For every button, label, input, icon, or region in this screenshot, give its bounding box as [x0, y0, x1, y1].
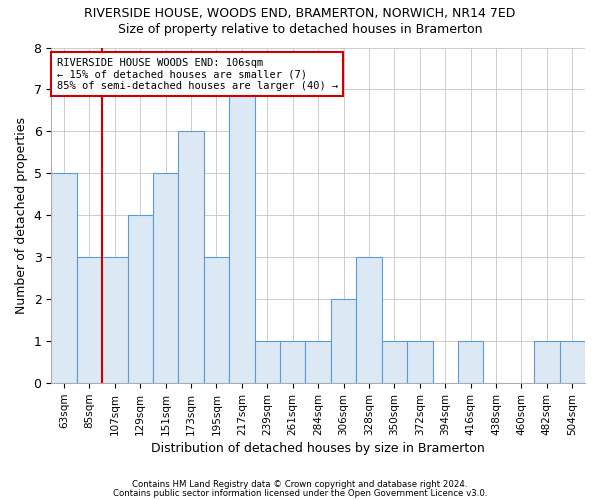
- Bar: [102, 258, 128, 383]
- Text: RIVERSIDE HOUSE, WOODS END, BRAMERTON, NORWICH, NR14 7ED: RIVERSIDE HOUSE, WOODS END, BRAMERTON, N…: [85, 8, 515, 20]
- Bar: [534, 341, 560, 383]
- Bar: [280, 341, 305, 383]
- Bar: [77, 258, 102, 383]
- Bar: [128, 216, 153, 383]
- Bar: [254, 341, 280, 383]
- Bar: [305, 341, 331, 383]
- Text: RIVERSIDE HOUSE WOODS END: 106sqm
← 15% of detached houses are smaller (7)
85% o: RIVERSIDE HOUSE WOODS END: 106sqm ← 15% …: [56, 58, 338, 91]
- Bar: [153, 174, 178, 383]
- Bar: [458, 341, 484, 383]
- Bar: [331, 300, 356, 383]
- Bar: [560, 341, 585, 383]
- Bar: [51, 174, 77, 383]
- Bar: [407, 341, 433, 383]
- Bar: [356, 258, 382, 383]
- Bar: [178, 132, 204, 383]
- Bar: [204, 258, 229, 383]
- X-axis label: Distribution of detached houses by size in Bramerton: Distribution of detached houses by size …: [151, 442, 485, 455]
- Text: Contains public sector information licensed under the Open Government Licence v3: Contains public sector information licen…: [113, 488, 487, 498]
- Bar: [382, 341, 407, 383]
- Bar: [229, 90, 254, 383]
- Text: Size of property relative to detached houses in Bramerton: Size of property relative to detached ho…: [118, 22, 482, 36]
- Y-axis label: Number of detached properties: Number of detached properties: [15, 117, 28, 314]
- Text: Contains HM Land Registry data © Crown copyright and database right 2024.: Contains HM Land Registry data © Crown c…: [132, 480, 468, 489]
